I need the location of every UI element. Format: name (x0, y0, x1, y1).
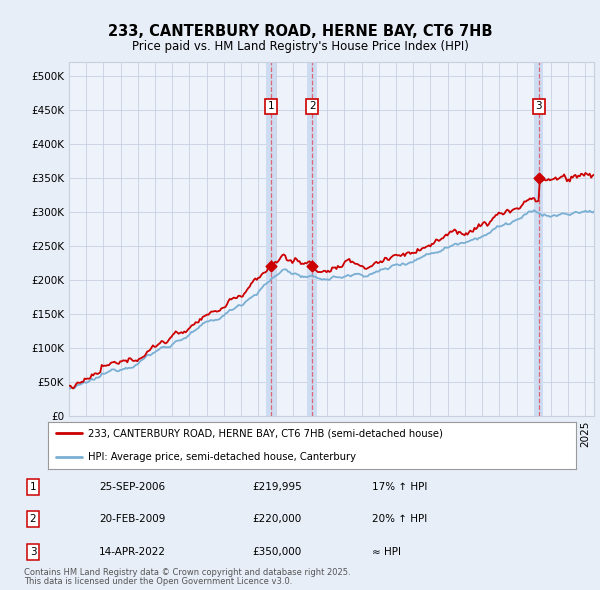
Text: 14-APR-2022: 14-APR-2022 (99, 547, 166, 556)
Point (266, 261, 276, 271)
Text: 233, CANTERBURY ROAD, HERNE BAY, CT6 7HB (semi-detached house): 233, CANTERBURY ROAD, HERNE BAY, CT6 7HB… (88, 428, 442, 438)
Text: 25-SEP-2006: 25-SEP-2006 (99, 482, 165, 491)
Text: 2: 2 (29, 514, 37, 524)
Text: 20-FEB-2009: 20-FEB-2009 (99, 514, 166, 524)
Text: 1: 1 (268, 101, 274, 111)
Text: £350,000: £350,000 (252, 547, 301, 556)
Text: This data is licensed under the Open Government Licence v3.0.: This data is licensed under the Open Gov… (24, 578, 292, 586)
Text: HPI: Average price, semi-detached house, Canterbury: HPI: Average price, semi-detached house,… (88, 452, 356, 462)
Point (307, 261, 317, 271)
Text: 1: 1 (29, 482, 37, 491)
Bar (266, 62, 275, 416)
Text: Price paid vs. HM Land Registry's House Price Index (HPI): Price paid vs. HM Land Registry's House … (131, 40, 469, 53)
Text: 233, CANTERBURY ROAD, HERNE BAY, CT6 7HB: 233, CANTERBURY ROAD, HERNE BAY, CT6 7HB (108, 24, 492, 38)
Text: 3: 3 (535, 101, 542, 111)
Text: Contains HM Land Registry data © Crown copyright and database right 2025.: Contains HM Land Registry data © Crown c… (24, 568, 350, 577)
Bar (534, 62, 544, 416)
Text: £219,995: £219,995 (252, 482, 302, 491)
Bar (307, 62, 317, 416)
Text: 20% ↑ HPI: 20% ↑ HPI (372, 514, 427, 524)
Text: ≈ HPI: ≈ HPI (372, 547, 401, 556)
Text: £220,000: £220,000 (252, 514, 301, 524)
Text: 2: 2 (309, 101, 316, 111)
Point (534, 173, 544, 182)
Text: 3: 3 (29, 547, 37, 556)
Text: 17% ↑ HPI: 17% ↑ HPI (372, 482, 427, 491)
